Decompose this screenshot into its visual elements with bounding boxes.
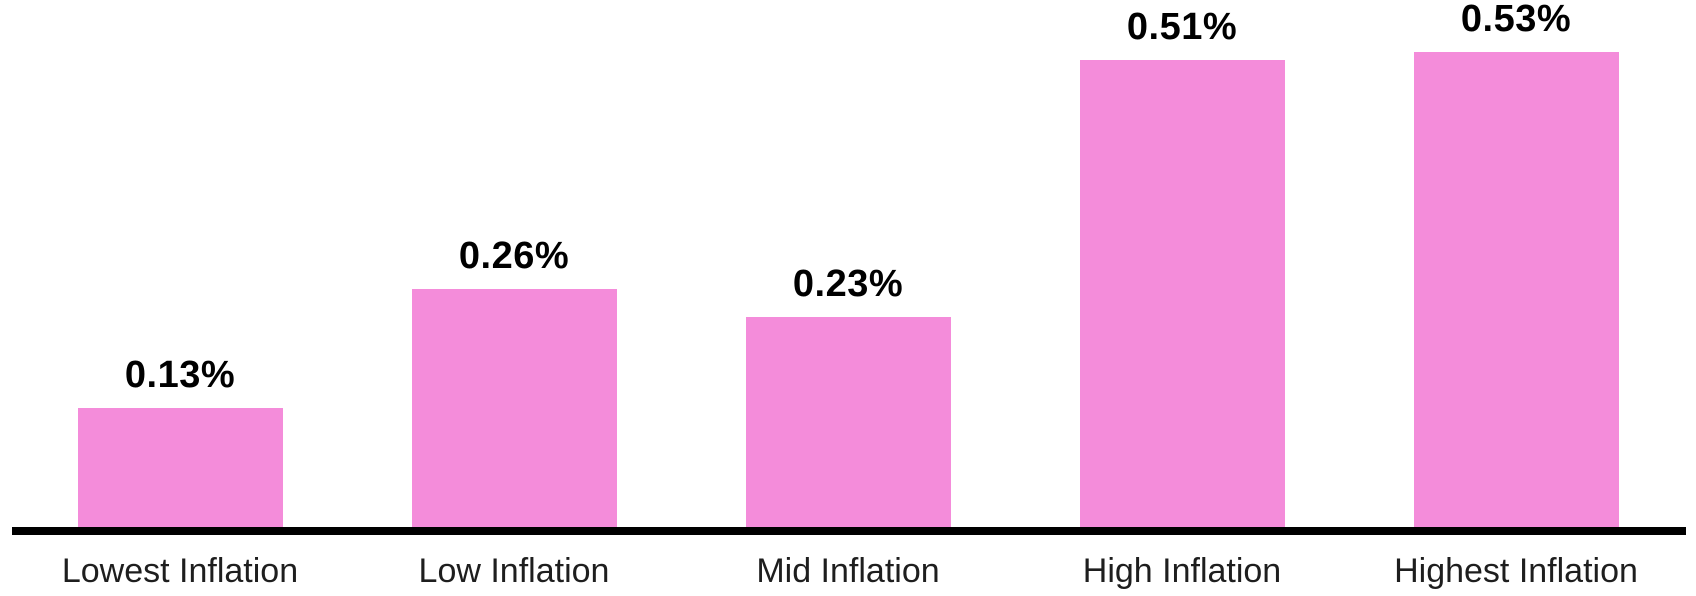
bar-value-label: 0.53% xyxy=(1460,0,1572,40)
bar-column: 0.26% xyxy=(347,0,681,527)
bar-value-label: 0.26% xyxy=(458,235,570,278)
bar xyxy=(1413,51,1619,527)
bar xyxy=(1079,60,1285,527)
bar xyxy=(411,289,617,527)
category-label: Mid Inflation xyxy=(756,552,940,590)
category-label: Highest Inflation xyxy=(1394,552,1638,590)
category-label: Low Inflation xyxy=(418,552,610,590)
bar-column: 0.51% xyxy=(1015,0,1349,527)
plot-area: 0.13% 0.26% 0.23% 0.51% 0.53% xyxy=(13,0,1683,527)
bar-value-label: 0.23% xyxy=(792,263,904,306)
bar-column: 0.13% xyxy=(13,0,347,527)
bar-value-label: 0.13% xyxy=(124,354,236,397)
bar-column: 0.53% xyxy=(1349,0,1683,527)
category-label: Lowest Inflation xyxy=(61,552,299,590)
category-label: High Inflation xyxy=(1082,552,1282,590)
x-axis-line xyxy=(12,527,1686,535)
category-labels-row: Lowest Inflation Low Inflation Mid Inflati… xyxy=(13,552,1683,591)
bar xyxy=(745,317,951,527)
bar xyxy=(77,408,283,527)
bar-value-label: 0.51% xyxy=(1126,6,1238,49)
bar-column: 0.23% xyxy=(681,0,1015,527)
